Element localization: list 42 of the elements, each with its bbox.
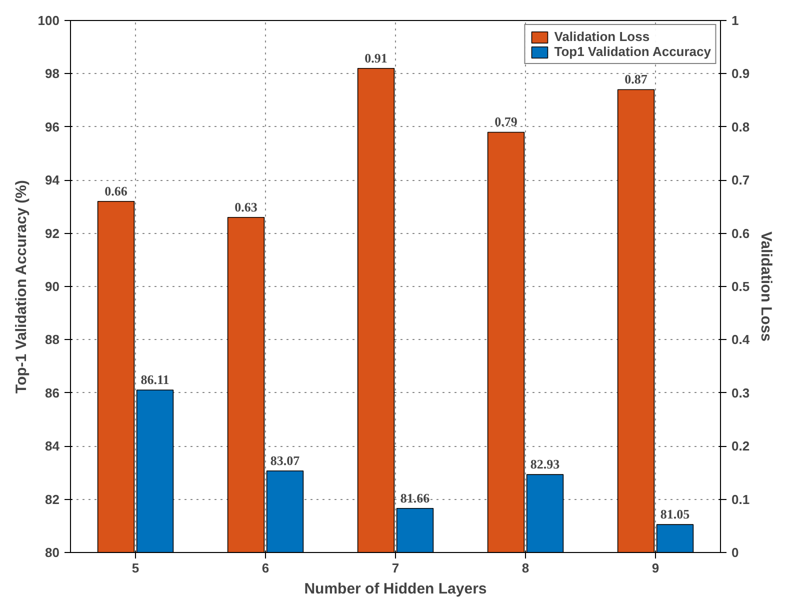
y2-tick-label: 0.8: [732, 119, 750, 134]
y2-tick-label: 0.9: [732, 66, 750, 82]
y-tick-label: 98: [45, 66, 60, 82]
y-tick-label: 88: [45, 332, 60, 348]
data-label: 82.93: [530, 456, 560, 472]
y2-axis-title: Validation Loss: [758, 231, 775, 342]
data-label: 0.79: [494, 114, 518, 130]
y2-tick-label: 0.3: [732, 385, 750, 400]
x-tick-label: 6: [262, 560, 270, 576]
y-axis-title: Top-1 Validation Accuracy (%): [12, 180, 30, 394]
legend-label: Validation Loss: [554, 29, 650, 44]
data-label: 0.87: [624, 72, 648, 87]
y-tick-label: 94: [45, 172, 60, 188]
data-label: 86.11: [140, 372, 170, 387]
x-tick-label: 9: [652, 560, 660, 576]
data-label: 81.66: [400, 490, 430, 506]
data-label: 0.91: [364, 50, 388, 66]
x-tick-label: 5: [132, 560, 140, 576]
data-label: 0.63: [234, 199, 258, 214]
y-tick-label: 80: [45, 545, 60, 560]
x-tick-label: 7: [392, 560, 400, 576]
y-tick-label: 84: [45, 438, 60, 454]
y-tick-label: 82: [45, 492, 60, 507]
y2-tick-label: 0.4: [732, 332, 750, 348]
data-label: 83.07: [270, 452, 300, 468]
x-tick-label: 8: [522, 560, 530, 576]
y-tick-label: 96: [45, 119, 60, 134]
y2-tick-label: 1: [732, 13, 739, 28]
y-tick-label: 100: [38, 13, 60, 28]
x-axis-title: Number of Hidden Layers: [304, 580, 487, 598]
y2-tick-label: 0.2: [732, 438, 750, 454]
y-tick-label: 92: [45, 226, 60, 241]
y-tick-label: 86: [45, 385, 60, 400]
y2-tick-label: 0.7: [732, 172, 750, 188]
y-tick-label: 90: [45, 279, 60, 294]
y2-tick-label: 0: [732, 545, 739, 560]
y2-tick-label: 0.5: [732, 279, 750, 294]
legend-label: Top1 Validation Accuracy: [554, 44, 711, 59]
data-label: 81.05: [660, 506, 690, 522]
y2-tick-label: 0.6: [732, 226, 750, 241]
y2-tick-label: 0.1: [732, 492, 750, 507]
data-label: 0.66: [104, 183, 128, 198]
